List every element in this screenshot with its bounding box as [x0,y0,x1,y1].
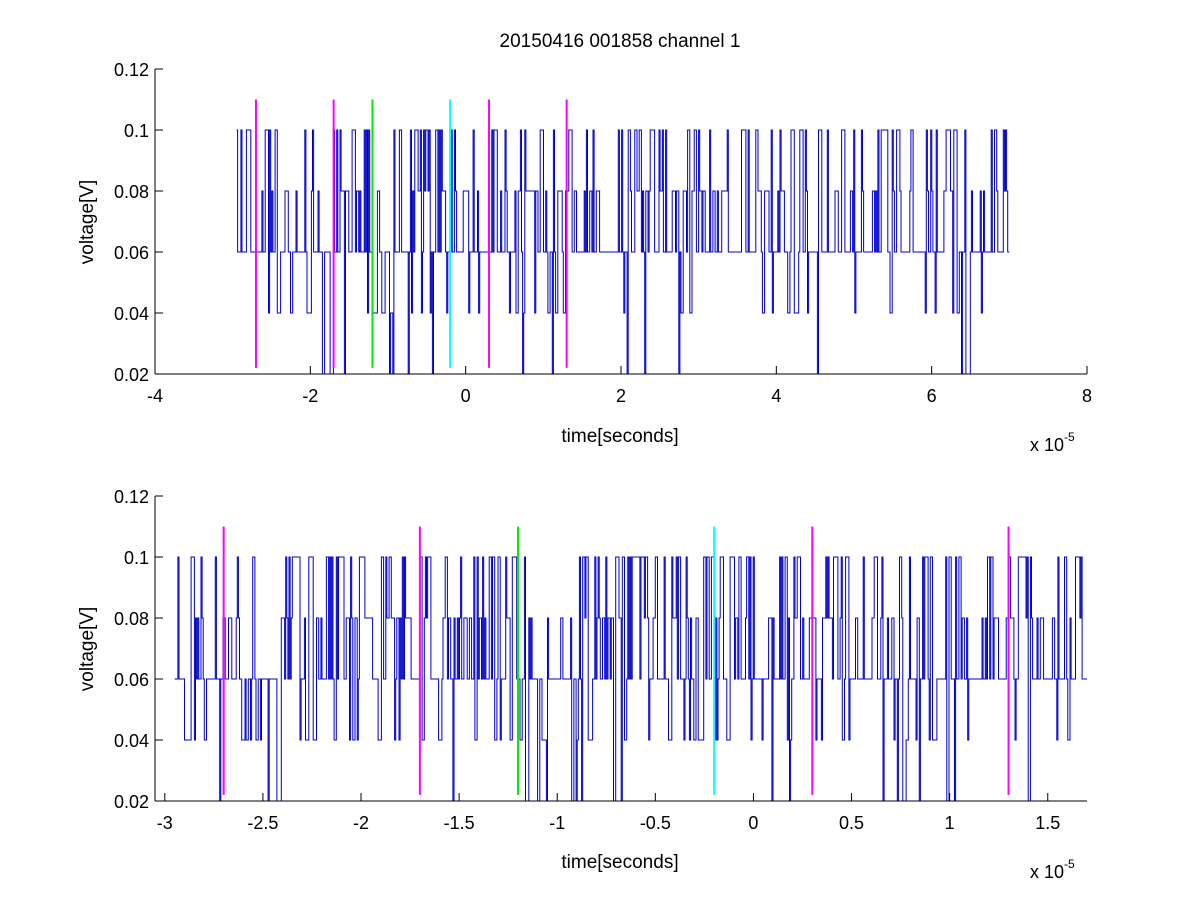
bottom-x-tick-label: -3 [157,813,173,833]
top-x-tick-label: 4 [771,386,781,406]
bottom-x-tick-label: -2 [353,813,369,833]
top-x-tick-label: -4 [147,386,163,406]
top-y-tick-label: 0.08 [114,182,149,202]
top-x-tick-label: 0 [461,386,471,406]
bottom-x-tick-label: 0.5 [839,813,864,833]
bottom-x-multiplier-exponent: -5 [1064,857,1075,871]
top-x-tick-label: 8 [1082,386,1092,406]
top-x-tick-label: -2 [302,386,318,406]
top-y-tick-label: 0.02 [114,365,149,385]
bottom-y-tick-label: 0.08 [114,609,149,629]
bottom-y-axis-label: voltage[V] [77,607,98,692]
top-trace-path [236,129,1010,375]
bottom-x-tick-label: -0.5 [640,813,671,833]
top-y-axis-label: voltage[V] [77,180,98,265]
top-x-tick-label: 6 [927,386,937,406]
top-y-ticks: 0.02 0.04 0.06 0.08 0.1 0.12 [114,60,163,385]
bottom-y-tick-label: 0.04 [114,731,149,751]
top-y-tick-label: 0.12 [114,60,149,80]
bottom-x-tick-label: -1 [549,813,565,833]
bottom-x-axis-label: time[seconds] [561,852,678,873]
bottom-x-ticks: -3 -2.5 -2 -1.5 -1 -0.5 0 0.5 1 1.5 [157,793,1060,833]
bottom-event-markers [222,526,1010,795]
top-x-multiplier-exponent: -5 [1064,430,1075,444]
bottom-y-tick-label: 0.06 [114,670,149,690]
bottom-y-ticks: 0.02 0.04 0.06 0.08 0.1 0.12 [114,487,163,812]
bottom-x-tick-label: 1.5 [1035,813,1060,833]
bottom-trace-path [174,556,1087,802]
bottom-x-tick-label: -2.5 [247,813,278,833]
bottom-y-tick-label: 0.02 [114,792,149,812]
top-event-markers [254,99,568,368]
bottom-y-tick-label: 0.1 [124,548,149,568]
top-x-tick-label: 2 [616,386,626,406]
figure-title: 20150416 001858 channel 1 [500,31,741,52]
bottom-x-tick-label: 0 [748,813,758,833]
top-y-tick-label: 0.1 [124,121,149,141]
top-y-tick-label: 0.04 [114,304,149,324]
bottom-signal-trace [174,556,1087,802]
bottom-y-tick-label: 0.12 [114,487,149,507]
top-panel: -4 -2 0 2 4 6 8 0.02 0.04 0.06 0.08 0.1 0.12 time[s… [77,60,1092,455]
top-y-tick-label: 0.06 [114,243,149,263]
top-x-ticks: -4 -2 0 2 4 6 8 [147,366,1092,406]
bottom-x-tick-label: -1.5 [444,813,475,833]
top-x-axis-label: time[seconds] [561,426,678,447]
bottom-x-tick-label: 1 [945,813,955,833]
bottom-x-multiplier: x 10-5 [1030,857,1075,882]
bottom-panel: -3 -2.5 -2 -1.5 -1 -0.5 0 0.5 1 1.5 0.020.040.060… [77,487,1087,882]
top-signal-trace [236,129,1010,375]
bottom-x-multiplier-base: x 10 [1030,862,1064,882]
top-x-multiplier-base: x 10 [1030,435,1064,455]
top-x-multiplier: x 10-5 [1030,430,1075,455]
